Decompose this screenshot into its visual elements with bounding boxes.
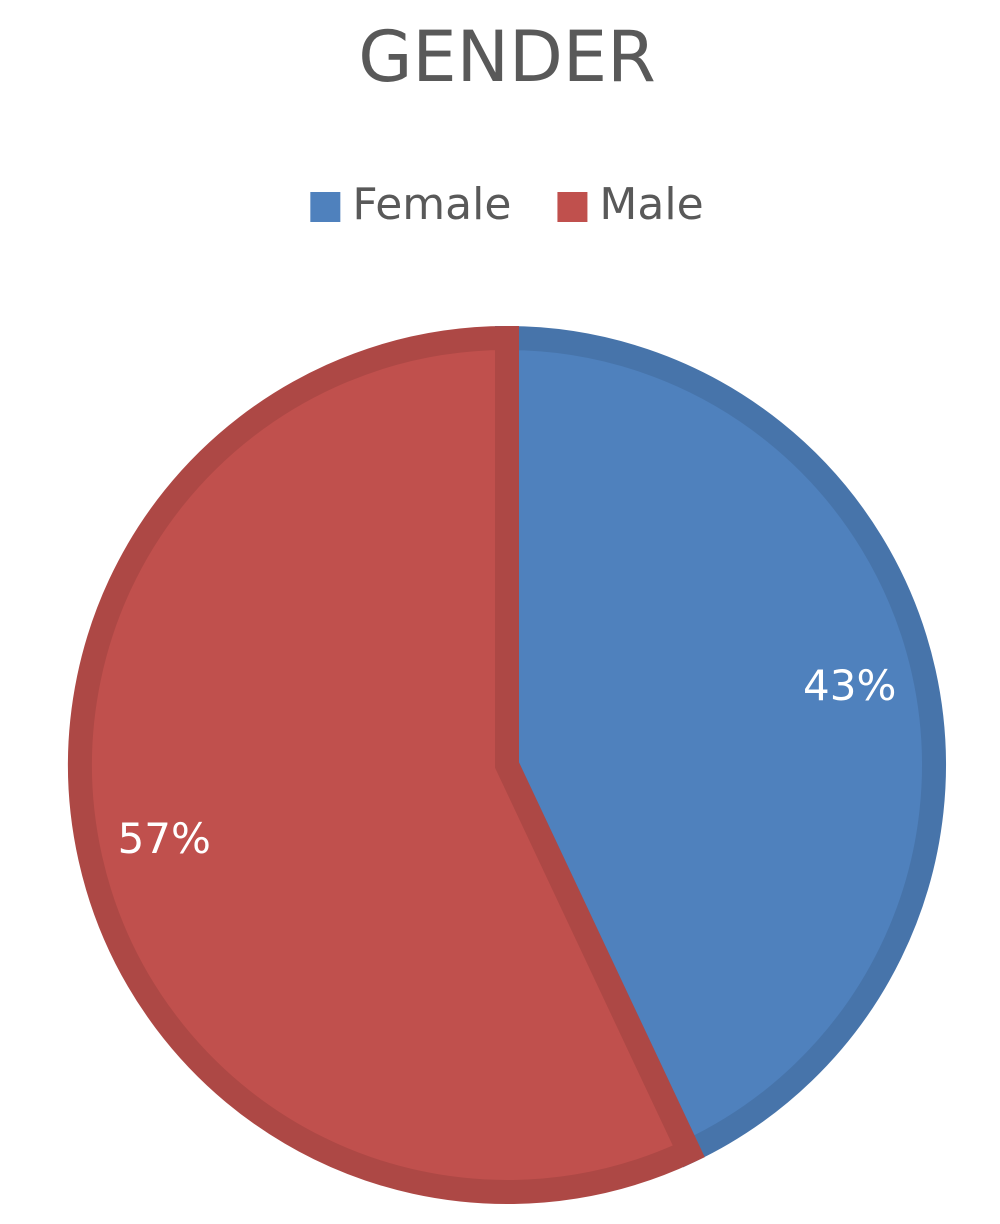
legend-label: Female [352, 179, 511, 230]
pie [68, 325, 946, 1204]
pie-slice [68, 325, 705, 1204]
legend-label: Male [599, 179, 703, 230]
chart-title: GENDER [358, 16, 656, 98]
legend-item: Female [310, 179, 511, 230]
legend: Female Male [310, 179, 704, 230]
legend-swatch [557, 192, 588, 222]
data-labels: 43% 57% [118, 661, 897, 863]
pie-slice [495, 325, 946, 1168]
data-label: 43% [803, 661, 896, 710]
data-label: 57% [118, 814, 211, 863]
legend-swatch [310, 192, 341, 222]
legend-item: Male [557, 179, 704, 230]
